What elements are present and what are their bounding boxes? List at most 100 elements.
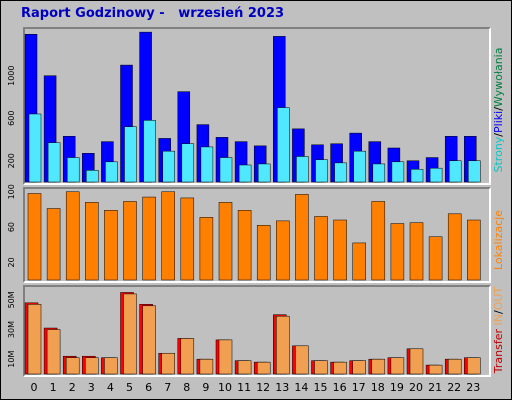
bar-lokalizacje-0 — [27, 193, 42, 281]
bar-lokalizacje-5 — [123, 201, 137, 281]
y-tick-sites-1: 60 — [7, 222, 16, 232]
bar-out-8 — [180, 338, 195, 375]
y-tick-transfer-2: 50M — [7, 291, 16, 308]
bar-out-16 — [333, 361, 347, 375]
x-tick-17: 17 — [352, 381, 366, 394]
bar-out-2 — [65, 357, 80, 375]
bar-pliki-4 — [105, 161, 118, 183]
x-tick-13: 13 — [275, 381, 289, 394]
bar-lokalizacje-2 — [65, 191, 80, 281]
bar-lokalizacje-11 — [237, 210, 252, 281]
bar-pliki-3 — [86, 170, 99, 183]
bar-lokalizacje-1 — [46, 208, 61, 281]
bar-pliki-18 — [372, 163, 386, 183]
x-tick-6: 6 — [145, 381, 152, 394]
bar-out-15 — [314, 360, 328, 375]
y-tick-hits-0: 200 — [7, 153, 16, 168]
bar-lokalizacje-4 — [104, 210, 118, 281]
bar-out-10 — [218, 339, 233, 375]
x-tick-11: 11 — [237, 381, 251, 394]
x-tick-8: 8 — [183, 381, 190, 394]
x-tick-7: 7 — [164, 381, 171, 394]
bar-lokalizacje-14 — [295, 194, 309, 281]
bar-pliki-14 — [296, 156, 309, 183]
legend-transfer-part-3: OUT — [492, 287, 505, 311]
x-tick-1: 1 — [50, 381, 57, 394]
y-tick-transfer-0: 10M — [7, 351, 16, 368]
bar-lokalizacje-7 — [161, 191, 175, 281]
bar-pliki-1 — [47, 142, 61, 183]
legend-hits: Strony/Pliki/Wywołania — [492, 48, 505, 173]
bar-out-18 — [371, 358, 386, 375]
y-tick-sites-2: 100 — [7, 184, 16, 199]
bar-pliki-17 — [353, 150, 366, 183]
bar-lokalizacje-21 — [428, 236, 443, 281]
bar-out-14 — [295, 345, 309, 375]
x-tick-15: 15 — [314, 381, 328, 394]
x-tick-10: 10 — [218, 381, 232, 394]
bar-out-17 — [352, 360, 366, 375]
legend-hits-part-3: / — [492, 107, 505, 111]
bar-pliki-10 — [219, 157, 233, 183]
bar-pliki-8 — [181, 143, 195, 183]
bar-out-13 — [276, 315, 290, 375]
x-tick-5: 5 — [126, 381, 133, 394]
bar-pliki-7 — [162, 150, 175, 183]
bar-pliki-13 — [277, 107, 290, 183]
bar-out-9 — [199, 358, 214, 375]
legend-hits-part-4: Wywołania — [492, 48, 505, 108]
bar-out-3 — [85, 357, 99, 375]
bar-lokalizacje-8 — [180, 197, 195, 281]
bar-pliki-12 — [257, 163, 271, 183]
bar-lokalizacje-18 — [371, 201, 386, 281]
legend-transfer-part-1: IN — [492, 314, 505, 329]
bar-lokalizacje-6 — [142, 196, 156, 281]
x-tick-9: 9 — [202, 381, 209, 394]
legend-hits-part-2: Pliki — [492, 111, 505, 133]
bar-pliki-0 — [28, 113, 42, 183]
bar-pliki-11 — [238, 164, 252, 183]
bar-lokalizacje-3 — [85, 202, 99, 281]
bar-out-5 — [123, 293, 137, 375]
bar-lokalizacje-22 — [447, 213, 462, 281]
legend-sites: Lokalizacje — [492, 210, 505, 270]
bar-pliki-20 — [410, 168, 424, 183]
x-tick-22: 22 — [447, 381, 461, 394]
x-tick-21: 21 — [428, 381, 442, 394]
x-tick-2: 2 — [69, 381, 76, 394]
bar-out-1 — [46, 329, 61, 375]
bar-out-19 — [390, 357, 405, 375]
bar-out-12 — [256, 361, 271, 375]
y-tick-hits-1: 600 — [7, 111, 16, 126]
bar-out-21 — [428, 364, 443, 375]
bar-lokalizacje-10 — [218, 202, 233, 281]
bar-out-6 — [142, 305, 156, 375]
bar-pliki-15 — [315, 159, 328, 183]
bar-pliki-2 — [66, 157, 80, 183]
bar-lokalizacje-9 — [199, 217, 214, 281]
bar-out-20 — [409, 348, 424, 375]
x-tick-23: 23 — [466, 381, 480, 394]
bar-pliki-22 — [448, 160, 462, 183]
bar-lokalizacje-12 — [256, 225, 271, 281]
x-tick-16: 16 — [333, 381, 347, 394]
legend-sites-part-0: Lokalizacje — [492, 210, 505, 270]
bar-out-11 — [237, 360, 252, 375]
y-tick-transfer-1: 30M — [7, 321, 16, 338]
bar-out-23 — [467, 357, 481, 375]
bar-out-4 — [104, 357, 118, 375]
bar-pliki-23 — [468, 160, 481, 183]
bar-pliki-6 — [143, 120, 156, 183]
bar-pliki-16 — [334, 162, 347, 183]
chart-title: Raport Godzinowy - wrzesień 2023 — [21, 6, 285, 21]
bar-lokalizacje-20 — [409, 222, 424, 281]
bar-out-22 — [447, 358, 462, 375]
bar-out-7 — [161, 352, 175, 375]
legend-transfer: Transfer IN/OUT — [492, 287, 505, 375]
legend-hits-part-0: Strony — [492, 136, 505, 172]
x-tick-19: 19 — [390, 381, 404, 394]
x-tick-4: 4 — [107, 381, 114, 394]
bar-pliki-21 — [429, 167, 443, 183]
bar-lokalizacje-19 — [390, 223, 405, 281]
